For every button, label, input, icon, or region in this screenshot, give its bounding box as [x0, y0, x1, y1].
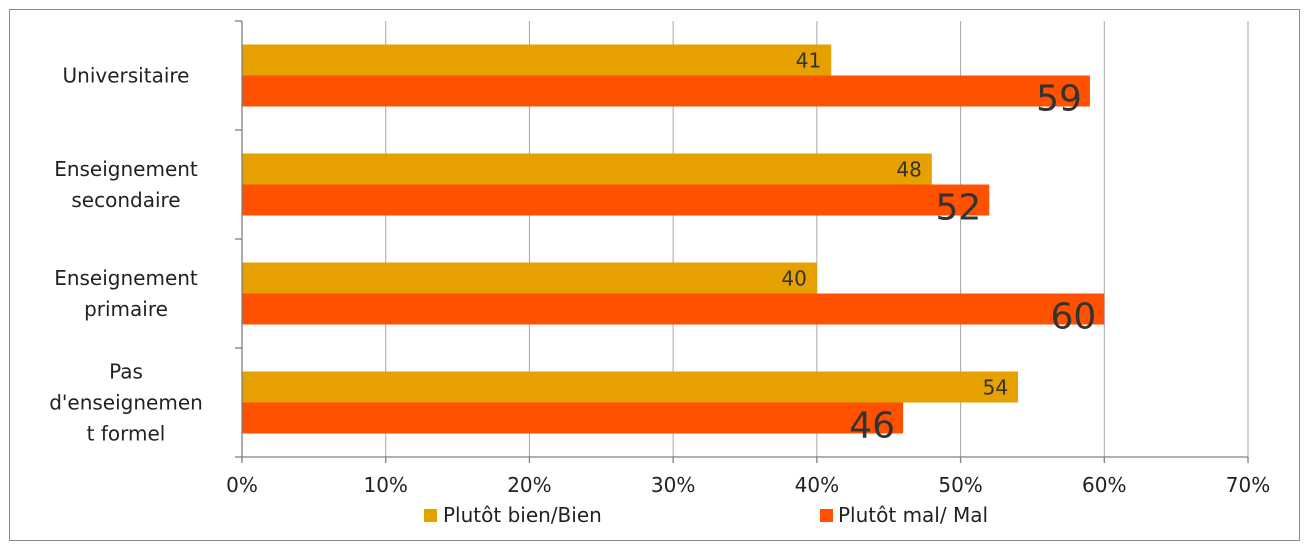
legend: Plutôt bien/Bien Plutôt mal/ Mal [424, 503, 988, 527]
x-tick-label: 40% [795, 473, 839, 497]
bar-bien [242, 262, 817, 294]
bar-bien [242, 371, 1019, 403]
category-label: Pas d'enseignemen t formel [49, 360, 203, 446]
category-label-line: secondaire [71, 188, 180, 212]
legend-swatch [820, 509, 833, 522]
category-label-line: primaire [84, 297, 168, 321]
x-tick-label: 0% [226, 473, 258, 497]
category-label-line: Pas [109, 360, 143, 384]
category-label-line: Enseignement [54, 157, 198, 181]
x-tick-label: 60% [1082, 473, 1126, 497]
x-tick-label: 10% [363, 473, 407, 497]
data-label: 54 [983, 376, 1008, 400]
bar-mal [242, 402, 904, 434]
axes [235, 20, 1249, 463]
legend-label: Plutôt mal/ Mal [838, 503, 988, 527]
x-tick-label: 30% [651, 473, 695, 497]
data-label: 48 [896, 158, 921, 182]
bar-mal [242, 75, 1090, 107]
category-label-line: t formel [87, 422, 166, 446]
bar-bien [242, 153, 932, 185]
data-label: 52 [936, 188, 982, 229]
bar-mal [242, 293, 1105, 325]
data-label: 40 [781, 267, 806, 291]
legend-swatch [424, 509, 437, 522]
x-tick-label: 50% [938, 473, 982, 497]
bar-bien [242, 44, 832, 76]
data-label: 59 [1036, 79, 1082, 120]
data-label: 60 [1050, 297, 1096, 338]
data-label: 46 [849, 406, 895, 447]
bar-mal [242, 184, 990, 216]
category-label: Universitaire [63, 64, 190, 88]
category-label: Enseignement secondaire [54, 157, 198, 212]
legend-label: Plutôt bien/Bien [443, 503, 602, 527]
bars [242, 44, 1105, 434]
x-tick-labels: 0% 10% 20% 30% 40% 50% 60% 70% [226, 473, 1270, 497]
x-tick-label: 20% [507, 473, 551, 497]
category-label-line: Universitaire [63, 64, 190, 88]
data-label: 41 [796, 49, 821, 73]
x-tick-label: 70% [1226, 473, 1270, 497]
category-label-line: d'enseignemen [49, 391, 203, 415]
category-label: Enseignement primaire [54, 266, 198, 321]
data-labels: 41 59 48 52 40 60 54 46 [781, 49, 1096, 447]
category-label-line: Enseignement [54, 266, 198, 290]
